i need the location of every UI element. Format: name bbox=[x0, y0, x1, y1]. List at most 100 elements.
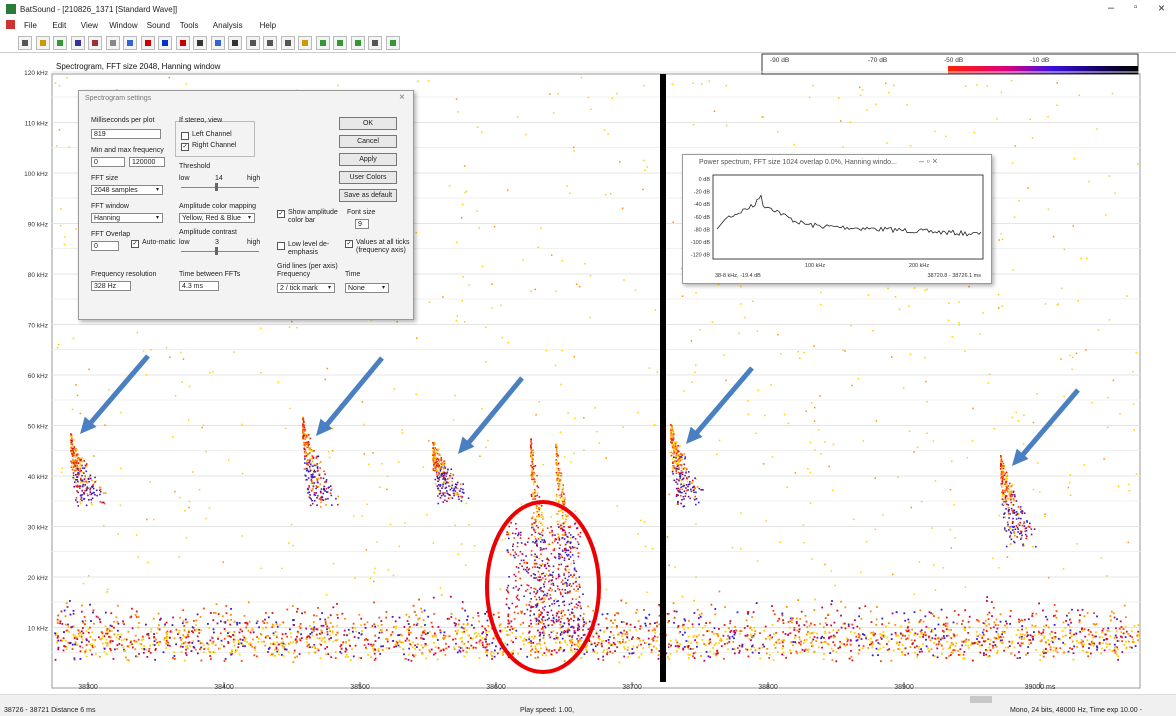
text-field[interactable]: 0 bbox=[91, 157, 125, 167]
minimize-button[interactable]: – bbox=[1108, 2, 1115, 14]
annotation-arrowhead bbox=[1012, 448, 1029, 466]
y-axis-label: 40 kHz bbox=[28, 474, 48, 481]
text-field[interactable]: 4.3 ms bbox=[179, 281, 219, 291]
status-play-speed: Play speed: 1.00, bbox=[520, 707, 575, 714]
status-selection: 38726 - 38721 Distance 6 ms bbox=[4, 707, 96, 714]
dialog-button[interactable]: Save as default bbox=[339, 189, 397, 202]
field-label: Min and max frequency bbox=[91, 147, 164, 154]
dropdown[interactable]: 2 / tick mark bbox=[277, 283, 335, 293]
slider-thumb[interactable] bbox=[215, 183, 218, 191]
power-spectrum-plot: 0 dB -20 dB -40 dB -60 dB -80 dB -100 dB -120 … bbox=[691, 174, 984, 279]
toolbar-button[interactable] bbox=[298, 36, 312, 50]
color-bar-label: -70 dB bbox=[868, 57, 887, 64]
ps-cursor: 38-8 kHz, -19.4 dB bbox=[715, 273, 761, 279]
toolbar-button[interactable] bbox=[350, 36, 365, 50]
toolbar-button[interactable] bbox=[315, 36, 330, 50]
checkbox[interactable]: ✓ bbox=[277, 210, 285, 218]
dropdown-arrow[interactable]: ▾ bbox=[248, 215, 252, 221]
dialog-button[interactable]: OK bbox=[339, 117, 397, 130]
ps-minimize[interactable]: – ▫ × bbox=[919, 156, 938, 166]
y-axis-label: 20 kHz bbox=[28, 575, 48, 582]
menu-item[interactable]: Edit bbox=[52, 21, 67, 30]
y-axis-label: 30 kHz bbox=[28, 525, 48, 532]
ps-curve bbox=[716, 194, 982, 237]
toolbar-button[interactable] bbox=[385, 36, 400, 50]
field-label: If stereo, view bbox=[179, 117, 223, 124]
scroll-thumb[interactable] bbox=[970, 696, 992, 703]
power-spectrum-window: Power spectrum, FFT size 1024 overlap 0.… bbox=[682, 154, 992, 284]
checkbox[interactable] bbox=[277, 242, 285, 250]
dropdown[interactable]: None bbox=[345, 283, 389, 293]
dropdown-arrow[interactable]: ▾ bbox=[328, 285, 332, 291]
menu-item[interactable]: Tools bbox=[179, 21, 199, 30]
field-label: high bbox=[247, 239, 261, 246]
toolbar-button[interactable] bbox=[53, 36, 67, 50]
toolbar-button[interactable] bbox=[210, 36, 225, 50]
slider-track[interactable] bbox=[181, 187, 259, 188]
checkbox[interactable] bbox=[181, 132, 189, 140]
dropdown[interactable]: 2048 samples bbox=[91, 185, 163, 195]
annotation-arrowhead bbox=[686, 426, 703, 444]
annotation-arrowhead bbox=[458, 436, 475, 454]
field-label: FFT window bbox=[91, 203, 129, 210]
text-field[interactable]: 328 Hz bbox=[91, 281, 131, 291]
dialog-button[interactable]: Cancel bbox=[339, 135, 397, 148]
power-spectrum-title: Power spectrum, FFT size 1024 overlap 0.… bbox=[699, 159, 897, 166]
y-axis-label: 10 kHz bbox=[28, 626, 48, 633]
dialog-close[interactable]: × bbox=[399, 92, 405, 103]
dropdown-arrow[interactable]: ▾ bbox=[156, 187, 160, 193]
toolbar-button[interactable] bbox=[175, 36, 190, 50]
toolbar-button[interactable] bbox=[245, 36, 260, 50]
toolbar-button[interactable] bbox=[88, 36, 102, 50]
field-label: Milliseconds per plot bbox=[91, 117, 155, 124]
dialog-button[interactable]: User Colors bbox=[339, 171, 397, 184]
field-label: Grid lines (per axis) bbox=[277, 263, 338, 270]
menu-item[interactable]: Sound bbox=[146, 21, 170, 30]
dropdown-arrow[interactable]: ▾ bbox=[382, 285, 386, 291]
maximize-button[interactable]: ▫ bbox=[1134, 2, 1138, 13]
menu-item[interactable]: Window bbox=[109, 21, 138, 30]
checkbox-label: Show amplitude color bar bbox=[288, 209, 338, 224]
toolbar-button[interactable] bbox=[158, 36, 172, 50]
stereo-group bbox=[175, 121, 255, 157]
y-axis-label: 70 kHz bbox=[28, 323, 48, 330]
toolbar-button[interactable] bbox=[70, 36, 85, 50]
toolbar-button[interactable] bbox=[35, 36, 50, 50]
slider-track[interactable] bbox=[181, 251, 259, 252]
text-field[interactable]: 9 bbox=[355, 219, 369, 229]
menu-item[interactable]: View bbox=[80, 21, 98, 30]
toolbar-button[interactable] bbox=[140, 36, 155, 50]
toolbar-button[interactable] bbox=[263, 36, 277, 50]
checkbox[interactable]: ✓ bbox=[345, 240, 353, 248]
field-label: Amplitude contrast bbox=[179, 229, 237, 236]
toolbar-button[interactable] bbox=[333, 36, 347, 50]
dialog-button[interactable]: Apply bbox=[339, 153, 397, 166]
dropdown[interactable]: Yellow, Red & Blue bbox=[179, 213, 255, 223]
text-field[interactable]: 120000 bbox=[129, 157, 165, 167]
scrollbar[interactable] bbox=[0, 694, 1176, 705]
menu-item[interactable]: File bbox=[24, 21, 37, 30]
checkbox[interactable]: ✓ bbox=[131, 240, 139, 248]
toolbar-button[interactable] bbox=[18, 36, 32, 50]
dropdown[interactable]: Hanning bbox=[91, 213, 163, 223]
menu-item[interactable]: Help bbox=[259, 21, 277, 30]
toolbar-button[interactable] bbox=[368, 36, 382, 50]
toolbar-button[interactable] bbox=[123, 36, 137, 50]
app-icon bbox=[6, 4, 16, 14]
toolbar-button[interactable] bbox=[105, 36, 120, 50]
slider-thumb[interactable] bbox=[215, 247, 218, 255]
checkbox[interactable]: ✓ bbox=[181, 143, 189, 151]
text-field[interactable]: 819 bbox=[91, 129, 161, 139]
annotation-arrow bbox=[464, 376, 524, 448]
toolbar-button[interactable] bbox=[228, 36, 242, 50]
ps-y-label: -120 dB bbox=[691, 253, 711, 259]
menu-item[interactable]: Analysis bbox=[212, 21, 243, 30]
toolbar-button[interactable] bbox=[193, 36, 207, 50]
ps-y-label: -40 dB bbox=[694, 202, 711, 208]
text-field[interactable]: 0 bbox=[91, 241, 119, 251]
dropdown-arrow[interactable]: ▾ bbox=[156, 215, 160, 221]
toolbar-button[interactable] bbox=[280, 36, 295, 50]
close-button[interactable]: × bbox=[1158, 1, 1166, 15]
field-label: Threshold bbox=[179, 163, 211, 170]
ps-y-label: -20 dB bbox=[694, 190, 711, 196]
